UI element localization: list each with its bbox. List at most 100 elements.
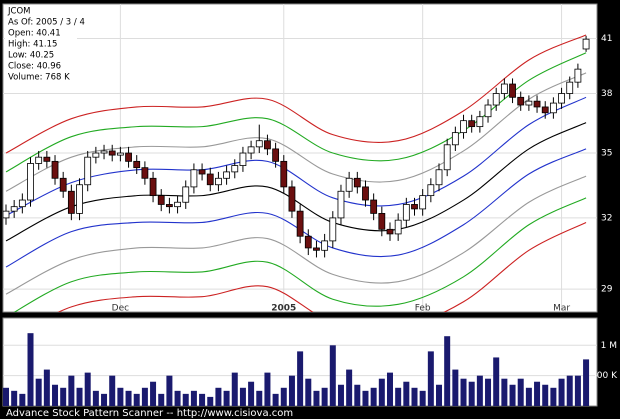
volume-bar: [370, 387, 377, 406]
candle-body: [313, 247, 320, 251]
candle-body: [492, 93, 500, 106]
candle-body: [402, 204, 410, 221]
candle-body: [386, 228, 394, 235]
y-tick-label: 35: [601, 149, 612, 159]
candle-body: [321, 240, 329, 251]
candle-body: [329, 217, 337, 242]
candle-body: [370, 199, 378, 214]
volume-bar: [329, 345, 336, 406]
volume-bar: [43, 369, 50, 406]
candle-body: [108, 150, 116, 156]
candle-body: [345, 177, 353, 192]
candle-body: [411, 204, 418, 210]
candle-body: [116, 152, 124, 156]
band-line: [5, 52, 587, 173]
candle-body: [337, 190, 345, 219]
volume-bar: [542, 384, 549, 406]
candle-body: [517, 96, 525, 106]
volume-bar: [150, 381, 157, 406]
volume-bar: [468, 381, 475, 406]
volume-bar: [231, 372, 238, 406]
info-line: Open: 40.41: [8, 29, 61, 39]
candle-body: [239, 152, 247, 166]
info-line: High: 41.15: [8, 40, 57, 50]
candle-body: [206, 173, 214, 186]
volume-bar: [141, 387, 148, 406]
band-line: [5, 96, 587, 217]
volume-bar: [207, 396, 214, 406]
candle-body: [3, 210, 10, 219]
volume-bar: [158, 393, 165, 406]
candle-body: [582, 38, 590, 50]
volume-bar: [411, 387, 418, 406]
candle-body: [190, 169, 198, 188]
volume-bar: [386, 372, 393, 406]
volume-bar: [427, 351, 434, 406]
candle-body: [427, 184, 435, 197]
volume-bar: [264, 372, 271, 406]
candle-body: [198, 169, 206, 175]
volume-bar: [84, 372, 91, 406]
y-tick-label: 41: [601, 34, 612, 44]
volume-bar: [460, 378, 467, 406]
candle-body: [27, 163, 34, 201]
candle-body: [157, 195, 165, 205]
candle-body: [525, 100, 533, 106]
candle-body: [215, 177, 222, 186]
x-tick-label: Dec: [112, 304, 129, 314]
candle-body: [149, 177, 157, 197]
y-tick-label: 29: [601, 285, 613, 295]
volume-bar: [11, 390, 18, 406]
volume-bar: [182, 393, 189, 406]
volume-bar: [125, 390, 132, 406]
volume-bar: [362, 390, 369, 406]
candle-body: [541, 106, 549, 114]
volume-bar: [313, 390, 320, 406]
volume-bar: [133, 393, 140, 406]
volume-bar: [3, 387, 9, 406]
volume-bar: [493, 357, 500, 406]
volume-bar: [199, 393, 206, 406]
volume-bar: [101, 393, 108, 406]
candle-body: [10, 206, 18, 212]
volume-bar: [452, 369, 459, 406]
candle-body: [484, 104, 492, 118]
footer: Advance Stock Pattern Scanner -- http://…: [6, 408, 293, 419]
volume-bar: [19, 393, 26, 406]
candle-body: [174, 201, 181, 208]
info-line: Volume: 768 K: [8, 73, 70, 83]
v-tick-label: 500 K: [591, 371, 618, 381]
volume-bar: [436, 384, 443, 406]
footer-bar: [0, 408, 620, 419]
y-tick-label: 38: [601, 89, 613, 99]
candle-body: [92, 152, 100, 158]
info-line: Close: 40.96: [8, 62, 61, 72]
candle-body: [476, 116, 484, 128]
candle-body: [51, 160, 59, 179]
band-line: [5, 175, 587, 295]
volume-bar: [52, 384, 59, 406]
volume-bar: [476, 375, 483, 406]
candle-body: [264, 140, 271, 150]
candle-body: [296, 210, 304, 237]
candle-body: [435, 169, 443, 186]
volume-bar: [525, 387, 532, 406]
candle-body: [288, 186, 296, 212]
candle-body: [223, 171, 230, 179]
volume-bar: [166, 375, 173, 406]
info-box: [5, 5, 77, 85]
volume-bar: [305, 378, 312, 406]
candle-body: [353, 177, 361, 188]
candle-body: [247, 146, 255, 154]
candle-body: [460, 120, 467, 134]
volume-bar: [337, 384, 344, 406]
volume-bar: [223, 390, 230, 406]
candle-body: [67, 190, 75, 214]
volume-bar: [215, 387, 222, 406]
candle-body: [255, 140, 263, 148]
volume-bar: [403, 381, 410, 406]
candle-body: [443, 144, 451, 171]
volume-bar: [297, 351, 304, 406]
volume-bar: [280, 387, 287, 406]
